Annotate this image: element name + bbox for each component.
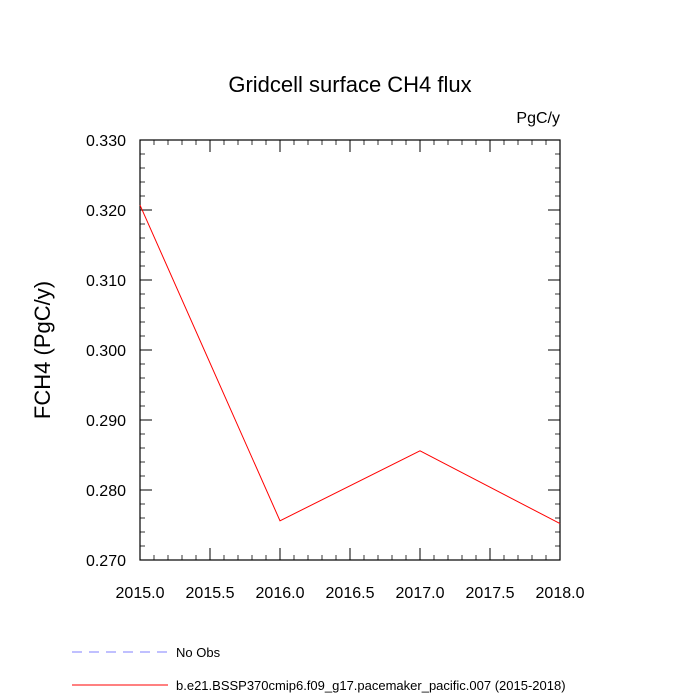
x-tick-label: 2016.0 (256, 585, 305, 602)
x-tick-label: 2018.0 (536, 585, 585, 602)
y-tick-label: 0.310 (86, 273, 126, 290)
y-tick-label: 0.320 (86, 203, 126, 220)
series-layer (139, 204, 561, 525)
series-line-1 (139, 204, 561, 525)
y-tick-label: 0.300 (86, 343, 126, 360)
y-tick-label: 0.330 (86, 133, 126, 150)
units-label: PgC/y (516, 110, 560, 127)
x-tick-label: 2017.0 (396, 585, 445, 602)
x-tick-label: 2016.5 (326, 585, 375, 602)
y-tick-label: 0.270 (86, 553, 126, 570)
plot-frame (139, 139, 561, 561)
legend-label: b.e21.BSSP370cmip6.f09_g17.pacemaker_pac… (176, 678, 566, 693)
x-tick-label: 2017.5 (466, 585, 515, 602)
chart-title: Gridcell surface CH4 flux (228, 72, 471, 97)
x-tick-label: 2015.0 (116, 585, 165, 602)
axis-ticks (139, 139, 561, 561)
tick-labels: 2015.0 2015.5 2016.0 2016.5 2017.0 2017.5 2018… (86, 133, 585, 602)
legend: No Obs b.e21.BSSP370cmip6.f09_g17.pacemak… (72, 645, 566, 693)
y-axis-label: FCH4 (PgC/y) (30, 281, 55, 419)
legend-label: No Obs (176, 645, 221, 660)
y-tick-label: 0.290 (86, 413, 126, 430)
x-tick-label: 2015.5 (186, 585, 235, 602)
y-tick-label: 0.280 (86, 483, 126, 500)
